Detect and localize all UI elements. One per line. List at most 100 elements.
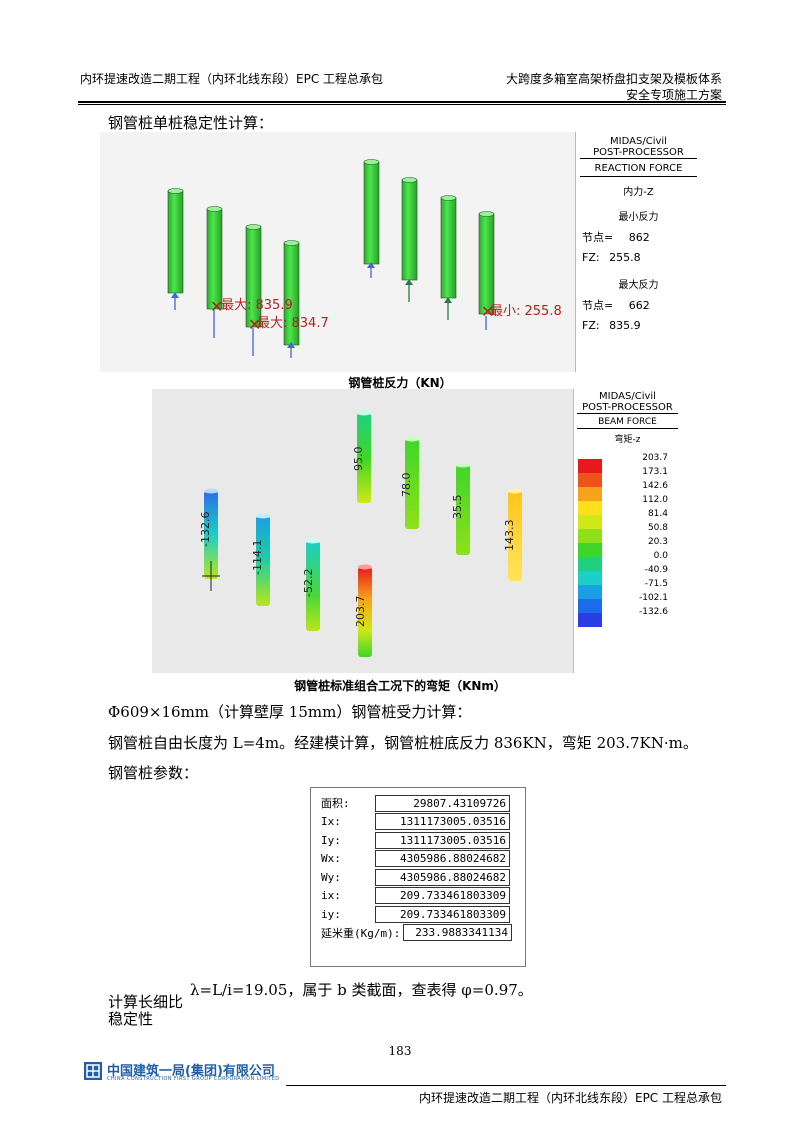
pile-label-5: 95.0: [352, 447, 365, 472]
legend-swatch: [578, 487, 602, 501]
parameter-value-field[interactable]: 233.9883341134: [403, 924, 512, 942]
section-title: 钢管桩单桩稳定性计算：: [108, 114, 274, 132]
parameter-row: Wy: 4305986.88024682: [321, 868, 517, 887]
legend-row: 0.0: [578, 551, 678, 571]
reaction-force-figure: ✕ ✕ ✕ 最大: 835.9 最大: 834.7 最小: 255.8 MIDA…: [100, 132, 701, 372]
min-label-1: 最小: 255.8: [490, 304, 562, 319]
min-reaction-label: 最小反力: [618, 212, 659, 223]
legend-value: 142.6: [642, 481, 668, 491]
min-node-value: 862: [628, 231, 650, 244]
legend-value: 0.0: [653, 551, 668, 561]
moment-pile-2: [256, 513, 270, 606]
legend-swatch: [578, 585, 602, 599]
legend-row: 203.7: [578, 453, 678, 473]
legend-swatch: [578, 459, 602, 473]
max-fz-label: FZ:: [582, 319, 600, 332]
company-name-en: CHINA CONSTRUCTION FIRST GROUP CORPORATI…: [107, 1076, 280, 1082]
parameter-value-field[interactable]: 4305986.88024682: [375, 850, 510, 868]
legend-row: 50.8: [578, 523, 678, 543]
moment-panel-type: BEAM FORCE: [577, 416, 678, 429]
legend-value: 50.8: [647, 523, 668, 533]
panel-brand: MIDAS/Civil: [610, 136, 667, 147]
pile-5: [363, 159, 380, 278]
pile-label-8: 143.3: [503, 520, 516, 552]
legend-swatch: [578, 599, 602, 613]
pile-7: [440, 195, 457, 320]
parameter-label: Wy:: [321, 870, 341, 884]
header-right-line2: 安全专项施工方案: [625, 88, 722, 102]
moment-figure: -132.6 -114.1 -52.2 203.7 95.0 78.0 35.5…: [152, 389, 681, 673]
legend-value: 81.4: [647, 509, 668, 519]
pile-4: [283, 240, 300, 358]
parameter-value-field[interactable]: 1311173005.03516: [375, 831, 510, 849]
moment-pile-4: [358, 564, 372, 657]
moment-model: -132.6 -114.1 -52.2 203.7 95.0 78.0 35.5…: [199, 410, 522, 657]
company-logo-icon: [84, 1062, 102, 1080]
legend-swatch: [578, 501, 602, 515]
parameter-label: iy:: [321, 907, 341, 921]
svg-text:✕: ✕: [248, 315, 261, 334]
panel-component: 内力-Z: [623, 187, 654, 198]
pile-2: [206, 206, 223, 338]
header-right-line1: 大跨度多箱室高架桥盘扣支架及模板体系: [505, 72, 722, 86]
reaction-panel: MIDAS/Civil POST-PROCESSOR REACTION FORC…: [575, 132, 701, 372]
legend-swatch: [578, 613, 602, 627]
moment-panel: MIDAS/Civil POST-PROCESSOR BEAM FORCE 弯矩…: [573, 389, 681, 673]
moment-legend: 203.7 173.1 142.6 112.0 81.4 50.8 20.3 0.0 -40.9…: [578, 453, 678, 627]
max-fz-value: 835.9: [609, 319, 641, 332]
parameter-row: Wx: 4305986.88024682: [321, 850, 517, 869]
moment-pile-6: [405, 436, 419, 529]
parameter-row: 面积: 29807.43109726: [321, 794, 517, 813]
legend-value: -102.1: [638, 593, 668, 603]
footer-rule: [286, 1085, 726, 1086]
parameter-value-field[interactable]: 209.733461803309: [375, 887, 510, 905]
parameter-row: Iy: 1311173005.03516: [321, 831, 517, 850]
svg-text:✕: ✕: [481, 302, 494, 321]
panel-sub: POST-PROCESSOR: [580, 147, 697, 159]
pile-8: [478, 211, 495, 330]
paragraph-1: Φ609×16mm（计算壁厚 15mm）钢管桩受力计算：: [108, 703, 472, 721]
parameter-row: iy: 209.733461803309: [321, 905, 517, 924]
parameter-value-field[interactable]: 4305986.88024682: [375, 868, 510, 886]
parameter-label: 面积:: [321, 797, 350, 811]
max-label-2: 最大: 834.7: [257, 316, 329, 331]
max-label-1: 最大: 835.9: [221, 298, 293, 313]
legend-row: -40.9: [578, 565, 678, 585]
legend-row: -132.6: [578, 607, 678, 627]
pile-parameters-box: 面积: 29807.43109726 Ix: 1311173005.03516 Iy: 1…: [310, 787, 526, 967]
legend-value: 20.3: [647, 537, 668, 547]
reaction-force-model: ✕ ✕ ✕: [167, 159, 495, 358]
legend-row: 81.4: [578, 509, 678, 529]
parameter-value-field[interactable]: 209.733461803309: [375, 905, 510, 923]
stability-label: 稳定性: [108, 1010, 154, 1028]
parameter-row: ix: 209.733461803309: [321, 887, 517, 906]
legend-row: 112.0: [578, 495, 678, 515]
slenderness-label: 计算长细比: [108, 993, 184, 1011]
moment-panel-component: 弯矩-z: [614, 435, 641, 445]
paragraph-3: 钢管桩参数：: [108, 764, 199, 782]
pile-1: [167, 188, 184, 310]
legend-row: -71.5: [578, 579, 678, 599]
slenderness-text: λ=L/i=19.05，属于 b 类截面，查表得 φ=0.97。: [190, 981, 533, 999]
pile-label-2: -114.1: [251, 540, 264, 575]
moment-panel-sub: POST-PROCESSOR: [577, 402, 678, 414]
legend-swatch: [578, 529, 602, 543]
page-number: 183: [388, 1044, 412, 1058]
moment-pile-3: [306, 538, 320, 631]
parameter-row: 延米重(Kg/m): 233.9883341134: [321, 924, 517, 943]
parameter-value-field[interactable]: 1311173005.03516: [375, 813, 510, 831]
legend-swatch: [578, 557, 602, 571]
parameter-label: Iy:: [321, 833, 341, 847]
panel-type: REACTION FORCE: [580, 161, 697, 177]
min-fz-value: 255.8: [609, 251, 641, 264]
parameter-label: ix:: [321, 889, 341, 903]
max-reaction-label: 最大反力: [618, 280, 659, 291]
parameter-value-field[interactable]: 29807.43109726: [375, 794, 510, 812]
moment-pile-8: [508, 488, 522, 581]
min-fz-label: FZ:: [582, 251, 600, 264]
parameter-label: Ix:: [321, 815, 341, 829]
legend-value: -132.6: [638, 607, 668, 617]
pile-label-1: -132.6: [199, 512, 212, 547]
legend-swatch: [578, 571, 602, 585]
header-left: 内环提速改造二期工程（内环北线东段）EPC 工程总承包: [80, 72, 384, 86]
